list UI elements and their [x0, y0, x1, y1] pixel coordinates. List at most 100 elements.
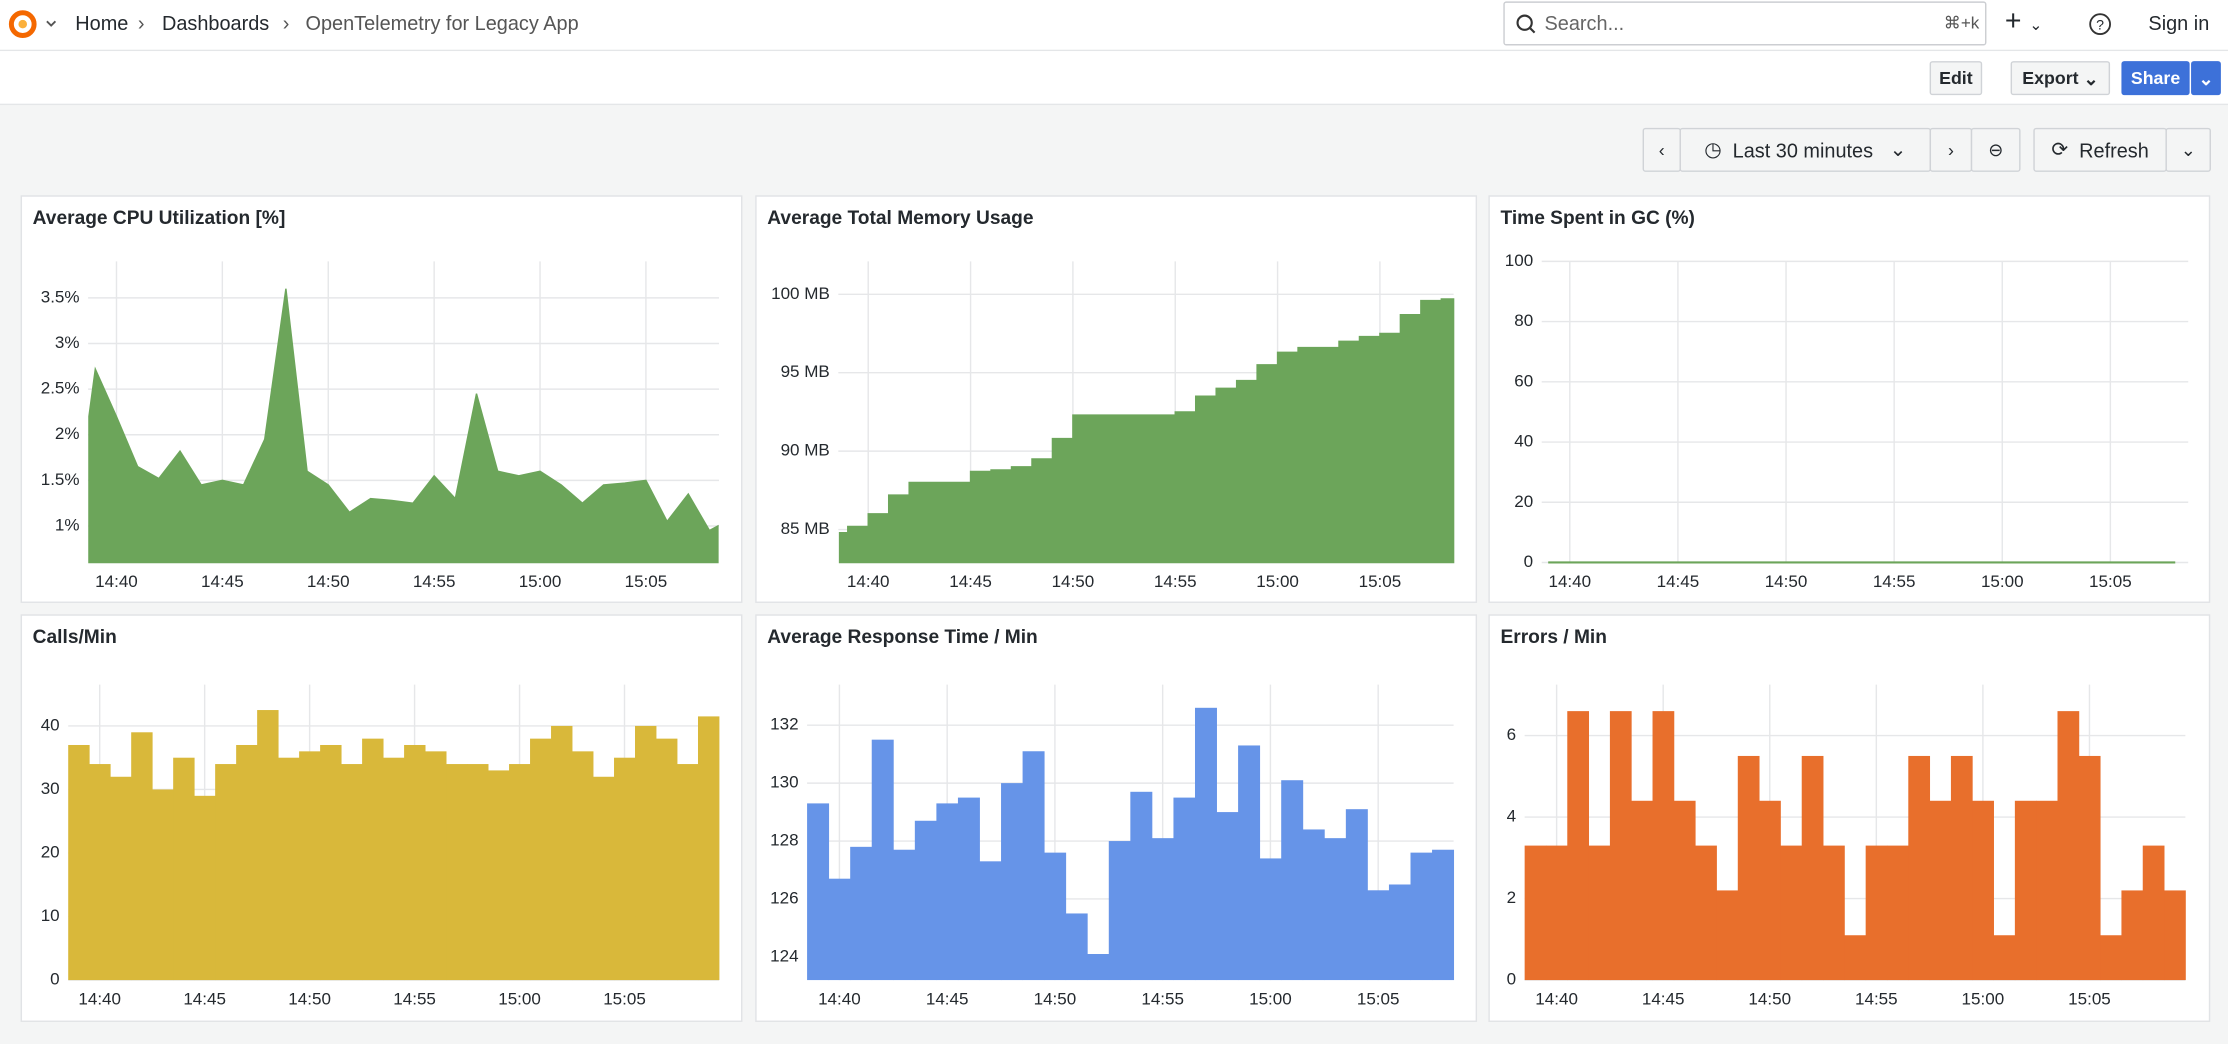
y-tick-label: 2.5% [41, 379, 80, 398]
bar [1044, 852, 1067, 981]
breadcrumb-current: OpenTelemetry for Legacy App [305, 11, 579, 35]
bar [467, 764, 489, 981]
bar [1524, 845, 1547, 981]
share-button[interactable]: Share [2121, 61, 2190, 96]
bar [614, 757, 636, 981]
y-tick-label: 3% [55, 333, 80, 352]
search-box[interactable]: Search... ⌘+k [1503, 1, 1987, 46]
bar [1972, 800, 1994, 981]
bar [1631, 800, 1653, 981]
bar [1823, 845, 1845, 981]
export-button[interactable]: Export ⌄ [2010, 61, 2111, 96]
bar [1065, 913, 1088, 981]
bar [1545, 845, 1568, 981]
y-tick-label: 0 [1507, 970, 1516, 989]
bar [1432, 849, 1455, 981]
bar [1737, 755, 1760, 981]
bar [697, 716, 720, 981]
bar [383, 757, 405, 981]
help-icon[interactable]: ? [2086, 10, 2114, 38]
zoom-out[interactable]: ⊖ [1970, 127, 2021, 172]
bar [152, 789, 174, 981]
top-nav: Home › Dashboards › OpenTelemetry for Le… [0, 0, 2228, 52]
bar [1695, 845, 1717, 981]
grafana-logo[interactable] [7, 7, 58, 41]
bar [1567, 711, 1590, 981]
bar [404, 744, 426, 981]
breadcrumb[interactable]: Dashboards [161, 11, 270, 35]
bar [1151, 838, 1174, 981]
y-tick-label: 90 MB [781, 441, 830, 460]
refresh-menu[interactable]: ⌄ [2165, 127, 2211, 172]
bar [257, 710, 279, 981]
bar [1259, 858, 1282, 981]
bar [68, 744, 90, 981]
y-tick-label: 130 [770, 773, 798, 792]
bar [2164, 890, 2186, 981]
bar [2036, 800, 2058, 981]
breadcrumb[interactable]: Home [75, 11, 129, 35]
x-tick-label: 14:40 [818, 989, 861, 1008]
bar [1324, 838, 1347, 981]
bar [1108, 841, 1131, 981]
bar [194, 795, 216, 981]
sign-in[interactable]: Sign in [2148, 11, 2210, 35]
bar [1801, 755, 1824, 981]
bar [2014, 800, 2037, 981]
panel-title: Calls/Min [33, 627, 117, 648]
y-tick-label: 1% [55, 515, 80, 534]
y-tick-label: 124 [770, 946, 798, 965]
bar [2142, 845, 2165, 981]
time-range: Last 30 minutes [1732, 138, 1874, 162]
bar [425, 751, 447, 981]
bar [871, 739, 894, 981]
refresh-button[interactable]: ⟳ Refresh [2033, 127, 2167, 172]
y-tick-label: 40 [1514, 432, 1533, 451]
y-tick-label: 10 [41, 906, 60, 925]
bar [1173, 797, 1196, 981]
x-tick-label: 14:40 [78, 989, 121, 1008]
bar [1588, 845, 1611, 981]
search-icon [1516, 14, 1536, 34]
bar [1238, 745, 1261, 981]
bar [530, 738, 552, 981]
bar [1950, 755, 1973, 981]
time-back[interactable]: ‹ [1642, 127, 1681, 172]
x-tick-label: 14:45 [949, 572, 992, 591]
x-tick-label: 14:45 [1642, 989, 1685, 1008]
bar [850, 846, 873, 981]
separator: › [137, 11, 145, 35]
time-forward[interactable]: › [1929, 127, 1973, 172]
y-tick-label: 126 [770, 888, 798, 907]
y-tick-label: 132 [770, 715, 798, 734]
x-tick-label: 15:00 [1249, 989, 1292, 1008]
bar [299, 751, 321, 981]
bar [1759, 800, 1781, 981]
panel-title: Time Spent in GC (%) [1500, 208, 1694, 229]
bar [1130, 791, 1153, 981]
add-button[interactable]: + ⌄ [2004, 5, 2043, 37]
bar [979, 861, 1002, 981]
bar [1281, 780, 1304, 981]
bar [1716, 890, 1739, 981]
panel-title: Average CPU Utilization [%] [33, 208, 286, 229]
y-tick-label: 20 [41, 843, 60, 862]
x-tick-label: 14:50 [1765, 572, 1808, 591]
x-tick-label: 15:05 [625, 572, 668, 591]
x-tick-label: 14:55 [393, 989, 436, 1008]
x-tick-label: 14:45 [183, 989, 226, 1008]
bar [656, 738, 678, 981]
edit-button[interactable]: Edit [1929, 61, 1983, 96]
x-tick-label: 15:00 [1962, 989, 2005, 1008]
time-picker[interactable]: ◷ Last 30 minutes ⌄ [1679, 127, 1932, 172]
bar [1673, 800, 1696, 981]
y-tick-label: 80 [1514, 311, 1533, 330]
x-tick-label: 14:50 [1034, 989, 1077, 1008]
y-tick-label: 60 [1514, 371, 1533, 390]
share-menu[interactable]: ⌄ [2191, 61, 2221, 96]
x-tick-label: 14:50 [1748, 989, 1791, 1008]
y-tick-label: 0 [50, 970, 59, 989]
bar [1929, 800, 1952, 981]
x-tick-label: 14:40 [95, 572, 138, 591]
